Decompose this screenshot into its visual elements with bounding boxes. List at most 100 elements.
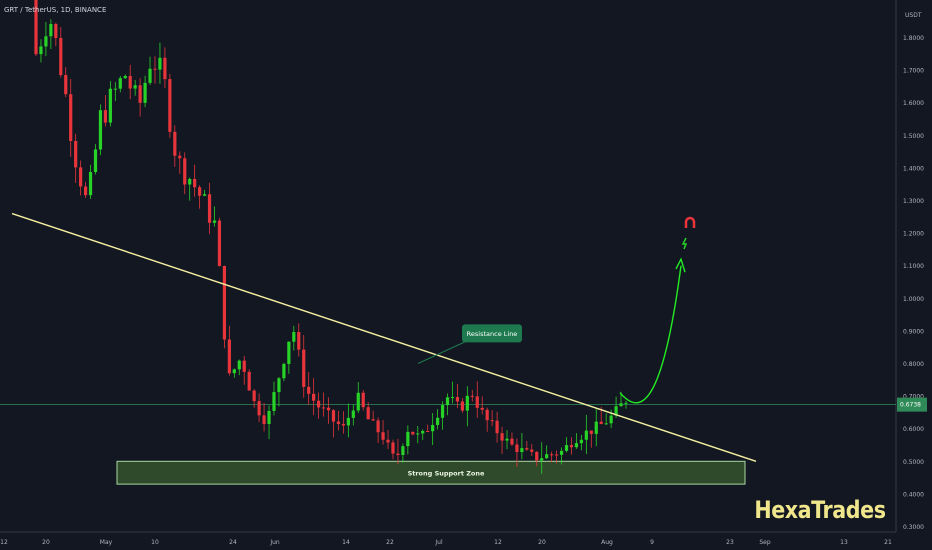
y-tick-label: 1.8000 (903, 35, 924, 42)
candle-body (262, 415, 266, 424)
y-tick-label: 0.9000 (903, 328, 924, 335)
candle-body (93, 149, 98, 173)
resistance-label-pointer (417, 340, 467, 364)
candle-body (500, 433, 504, 441)
y-tick-label: 1.3000 (903, 198, 924, 205)
candle-body (351, 410, 355, 418)
x-tick-label: Jul (434, 539, 443, 546)
y-tick-label: 1.7000 (903, 68, 924, 75)
magnet-icon (684, 216, 696, 228)
candle-body (227, 339, 231, 374)
candle-body (619, 403, 623, 407)
candle-body (237, 360, 241, 370)
candle-body (584, 430, 588, 440)
candle-body (103, 110, 108, 123)
candle-body (153, 68, 157, 70)
candle-body (426, 430, 430, 432)
candle-body (361, 392, 365, 408)
candle-body (247, 371, 251, 391)
x-tick-label: 22 (386, 539, 394, 546)
candle-body (98, 110, 103, 150)
candle-body (386, 439, 390, 443)
candle-body (336, 421, 341, 424)
candle-body (321, 407, 326, 409)
candle-body (366, 407, 370, 420)
x-tick-label: 24 (229, 539, 237, 546)
candle-body (183, 158, 187, 185)
candle-body (376, 420, 380, 433)
x-tick-label: 21 (884, 539, 892, 546)
candle-body (54, 24, 58, 38)
y-tick-label: 1.0000 (903, 296, 924, 303)
candle-body (554, 454, 559, 456)
symbol-header[interactable]: GRT / TetherUS, 1D, BINANCE (4, 6, 107, 14)
candle-body (232, 369, 236, 374)
candle-body (272, 392, 276, 411)
candle-body (173, 131, 177, 156)
projection-arrowhead (675, 257, 686, 273)
x-tick-label: 20 (42, 539, 50, 546)
support-zone (116, 460, 746, 485)
candle-body (59, 37, 63, 76)
lightning-icon (681, 237, 688, 250)
candle-body (455, 397, 460, 402)
candle-body (34, 0, 38, 55)
candle-body (148, 68, 152, 83)
y-tick-label: 1.2000 (903, 231, 924, 238)
candle-body (485, 409, 489, 421)
candle-body (510, 438, 514, 445)
candle-body (525, 448, 529, 450)
candle-body (277, 378, 281, 393)
x-tick-label: 23 (726, 539, 734, 546)
y-tick-label: 0.4000 (903, 491, 924, 498)
candle-body (207, 194, 212, 223)
candle-body (465, 395, 469, 411)
candle-body (326, 407, 331, 411)
candle-body (559, 450, 564, 455)
resistance-line (11, 212, 757, 462)
x-tick-label: 12 (0, 539, 8, 546)
candle-body (108, 88, 112, 123)
y-tick-label: 1.6000 (903, 100, 924, 107)
candle-body (69, 94, 73, 142)
x-tick-label: Sep (759, 539, 771, 546)
x-tick-label: Aug (601, 539, 613, 546)
candle-body (138, 85, 142, 103)
candle-body (198, 187, 202, 196)
candle-body (470, 395, 474, 397)
candle-body (307, 386, 311, 394)
x-tick-label: 9 (650, 539, 654, 546)
candle-body (252, 390, 256, 402)
candle-body (128, 75, 132, 89)
candle-body (574, 443, 579, 448)
candle-body (74, 141, 78, 168)
candle-body (381, 432, 385, 440)
candle-body (495, 420, 499, 434)
candle-body (317, 400, 321, 408)
candle-body (599, 421, 603, 424)
candle-body (391, 442, 395, 454)
candle-body (64, 75, 68, 95)
candle-body (168, 79, 172, 132)
candle-body (49, 24, 53, 37)
candle-body (450, 397, 455, 399)
candle-body (401, 446, 405, 456)
candle-body (589, 430, 593, 434)
x-tick-label: 12 (494, 539, 502, 546)
candle-body (371, 419, 375, 421)
candle-body (302, 349, 306, 387)
candle-body (202, 194, 207, 196)
candle-body (515, 444, 519, 453)
candle-body (535, 451, 539, 461)
candle-body (341, 423, 345, 426)
x-tick-label: 20 (538, 539, 546, 546)
candle-body (158, 57, 162, 70)
support-zone-label: Strong Support Zone (408, 470, 485, 478)
price-unit-line1: USDT (905, 12, 922, 19)
candle-body (193, 178, 197, 188)
candle-body (163, 57, 167, 80)
candle-body (520, 448, 524, 453)
candle-body (133, 85, 137, 89)
